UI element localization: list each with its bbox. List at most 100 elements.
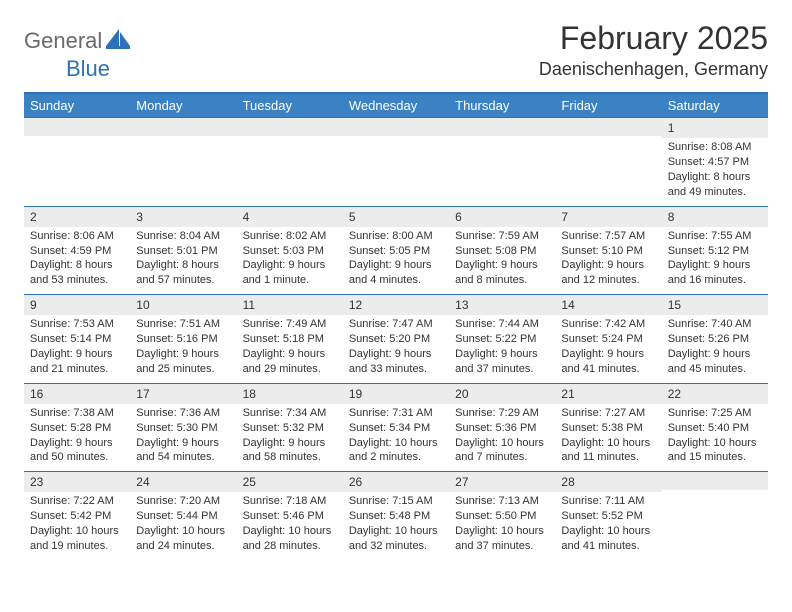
sunset-text: Sunset: 4:59 PM bbox=[30, 244, 124, 259]
day-number: 4 bbox=[237, 207, 343, 227]
sunset-text: Sunset: 5:32 PM bbox=[243, 421, 337, 436]
day-cell bbox=[237, 118, 343, 206]
day-number bbox=[237, 118, 343, 136]
day-header: Thursday bbox=[449, 94, 555, 117]
day-number: 24 bbox=[130, 472, 236, 492]
day-number bbox=[449, 118, 555, 136]
sunrise-text: Sunrise: 8:08 AM bbox=[668, 140, 762, 155]
sunset-text: Sunset: 5:48 PM bbox=[349, 509, 443, 524]
daylight-text: Daylight: 10 hours and 37 minutes. bbox=[455, 524, 549, 554]
day-number bbox=[343, 118, 449, 136]
day-header: Monday bbox=[130, 94, 236, 117]
day-cell bbox=[130, 118, 236, 206]
sunrise-text: Sunrise: 7:57 AM bbox=[561, 229, 655, 244]
day-number: 5 bbox=[343, 207, 449, 227]
day-cell: 6Sunrise: 7:59 AMSunset: 5:08 PMDaylight… bbox=[449, 207, 555, 295]
day-cell: 27Sunrise: 7:13 AMSunset: 5:50 PMDayligh… bbox=[449, 472, 555, 560]
sunset-text: Sunset: 5:44 PM bbox=[136, 509, 230, 524]
sunset-text: Sunset: 5:03 PM bbox=[243, 244, 337, 259]
calendar: Sunday Monday Tuesday Wednesday Thursday… bbox=[24, 92, 768, 560]
day-cell: 23Sunrise: 7:22 AMSunset: 5:42 PMDayligh… bbox=[24, 472, 130, 560]
daylight-text: Daylight: 9 hours and 54 minutes. bbox=[136, 436, 230, 466]
daylight-text: Daylight: 10 hours and 32 minutes. bbox=[349, 524, 443, 554]
day-cell bbox=[24, 118, 130, 206]
day-cell bbox=[555, 118, 661, 206]
day-number: 19 bbox=[343, 384, 449, 404]
sunset-text: Sunset: 5:34 PM bbox=[349, 421, 443, 436]
daylight-text: Daylight: 10 hours and 24 minutes. bbox=[136, 524, 230, 554]
day-number: 12 bbox=[343, 295, 449, 315]
day-number: 22 bbox=[662, 384, 768, 404]
sunset-text: Sunset: 5:12 PM bbox=[668, 244, 762, 259]
day-body: Sunrise: 7:53 AMSunset: 5:14 PMDaylight:… bbox=[24, 315, 130, 382]
day-cell: 19Sunrise: 7:31 AMSunset: 5:34 PMDayligh… bbox=[343, 384, 449, 472]
sunrise-text: Sunrise: 7:13 AM bbox=[455, 494, 549, 509]
logo: General bbox=[24, 20, 134, 54]
day-number: 26 bbox=[343, 472, 449, 492]
day-number: 6 bbox=[449, 207, 555, 227]
daylight-text: Daylight: 9 hours and 29 minutes. bbox=[243, 347, 337, 377]
day-body: Sunrise: 7:34 AMSunset: 5:32 PMDaylight:… bbox=[237, 404, 343, 471]
header: General February 2025 Daenischenhagen, G… bbox=[24, 20, 768, 80]
month-title: February 2025 bbox=[539, 20, 768, 57]
day-cell: 2Sunrise: 8:06 AMSunset: 4:59 PMDaylight… bbox=[24, 207, 130, 295]
sunset-text: Sunset: 5:26 PM bbox=[668, 332, 762, 347]
logo-text-general: General bbox=[24, 28, 102, 54]
sunrise-text: Sunrise: 7:11 AM bbox=[561, 494, 655, 509]
day-number: 1 bbox=[662, 118, 768, 138]
sunset-text: Sunset: 5:20 PM bbox=[349, 332, 443, 347]
daylight-text: Daylight: 8 hours and 53 minutes. bbox=[30, 258, 124, 288]
day-body: Sunrise: 7:20 AMSunset: 5:44 PMDaylight:… bbox=[130, 492, 236, 559]
sunset-text: Sunset: 5:52 PM bbox=[561, 509, 655, 524]
sunrise-text: Sunrise: 7:18 AM bbox=[243, 494, 337, 509]
daylight-text: Daylight: 8 hours and 57 minutes. bbox=[136, 258, 230, 288]
sunrise-text: Sunrise: 7:40 AM bbox=[668, 317, 762, 332]
week-row: 16Sunrise: 7:38 AMSunset: 5:28 PMDayligh… bbox=[24, 383, 768, 472]
day-number: 20 bbox=[449, 384, 555, 404]
sunset-text: Sunset: 5:05 PM bbox=[349, 244, 443, 259]
day-cell: 26Sunrise: 7:15 AMSunset: 5:48 PMDayligh… bbox=[343, 472, 449, 560]
sunrise-text: Sunrise: 8:06 AM bbox=[30, 229, 124, 244]
day-cell: 13Sunrise: 7:44 AMSunset: 5:22 PMDayligh… bbox=[449, 295, 555, 383]
day-number bbox=[662, 472, 768, 490]
sunrise-text: Sunrise: 7:36 AM bbox=[136, 406, 230, 421]
day-cell: 28Sunrise: 7:11 AMSunset: 5:52 PMDayligh… bbox=[555, 472, 661, 560]
week-row: 23Sunrise: 7:22 AMSunset: 5:42 PMDayligh… bbox=[24, 471, 768, 560]
day-cell: 3Sunrise: 8:04 AMSunset: 5:01 PMDaylight… bbox=[130, 207, 236, 295]
daylight-text: Daylight: 9 hours and 25 minutes. bbox=[136, 347, 230, 377]
sunset-text: Sunset: 5:38 PM bbox=[561, 421, 655, 436]
day-cell bbox=[662, 472, 768, 560]
day-number: 7 bbox=[555, 207, 661, 227]
day-body: Sunrise: 7:25 AMSunset: 5:40 PMDaylight:… bbox=[662, 404, 768, 471]
day-header-row: Sunday Monday Tuesday Wednesday Thursday… bbox=[24, 94, 768, 117]
daylight-text: Daylight: 8 hours and 49 minutes. bbox=[668, 170, 762, 200]
daylight-text: Daylight: 9 hours and 21 minutes. bbox=[30, 347, 124, 377]
day-body: Sunrise: 7:15 AMSunset: 5:48 PMDaylight:… bbox=[343, 492, 449, 559]
day-number: 14 bbox=[555, 295, 661, 315]
day-cell: 16Sunrise: 7:38 AMSunset: 5:28 PMDayligh… bbox=[24, 384, 130, 472]
daylight-text: Daylight: 10 hours and 7 minutes. bbox=[455, 436, 549, 466]
day-cell: 4Sunrise: 8:02 AMSunset: 5:03 PMDaylight… bbox=[237, 207, 343, 295]
sunrise-text: Sunrise: 7:49 AM bbox=[243, 317, 337, 332]
day-number: 25 bbox=[237, 472, 343, 492]
day-body: Sunrise: 8:00 AMSunset: 5:05 PMDaylight:… bbox=[343, 227, 449, 294]
sunrise-text: Sunrise: 7:29 AM bbox=[455, 406, 549, 421]
day-cell: 5Sunrise: 8:00 AMSunset: 5:05 PMDaylight… bbox=[343, 207, 449, 295]
day-number: 11 bbox=[237, 295, 343, 315]
daylight-text: Daylight: 9 hours and 41 minutes. bbox=[561, 347, 655, 377]
sunrise-text: Sunrise: 7:47 AM bbox=[349, 317, 443, 332]
sunset-text: Sunset: 5:30 PM bbox=[136, 421, 230, 436]
day-number: 9 bbox=[24, 295, 130, 315]
daylight-text: Daylight: 9 hours and 4 minutes. bbox=[349, 258, 443, 288]
daylight-text: Daylight: 9 hours and 1 minute. bbox=[243, 258, 337, 288]
sunrise-text: Sunrise: 7:34 AM bbox=[243, 406, 337, 421]
sunset-text: Sunset: 5:36 PM bbox=[455, 421, 549, 436]
day-body: Sunrise: 7:31 AMSunset: 5:34 PMDaylight:… bbox=[343, 404, 449, 471]
day-cell: 8Sunrise: 7:55 AMSunset: 5:12 PMDaylight… bbox=[662, 207, 768, 295]
daylight-text: Daylight: 9 hours and 45 minutes. bbox=[668, 347, 762, 377]
sunrise-text: Sunrise: 7:31 AM bbox=[349, 406, 443, 421]
day-number: 15 bbox=[662, 295, 768, 315]
day-body: Sunrise: 7:57 AMSunset: 5:10 PMDaylight:… bbox=[555, 227, 661, 294]
sunrise-text: Sunrise: 7:38 AM bbox=[30, 406, 124, 421]
sunrise-text: Sunrise: 7:59 AM bbox=[455, 229, 549, 244]
